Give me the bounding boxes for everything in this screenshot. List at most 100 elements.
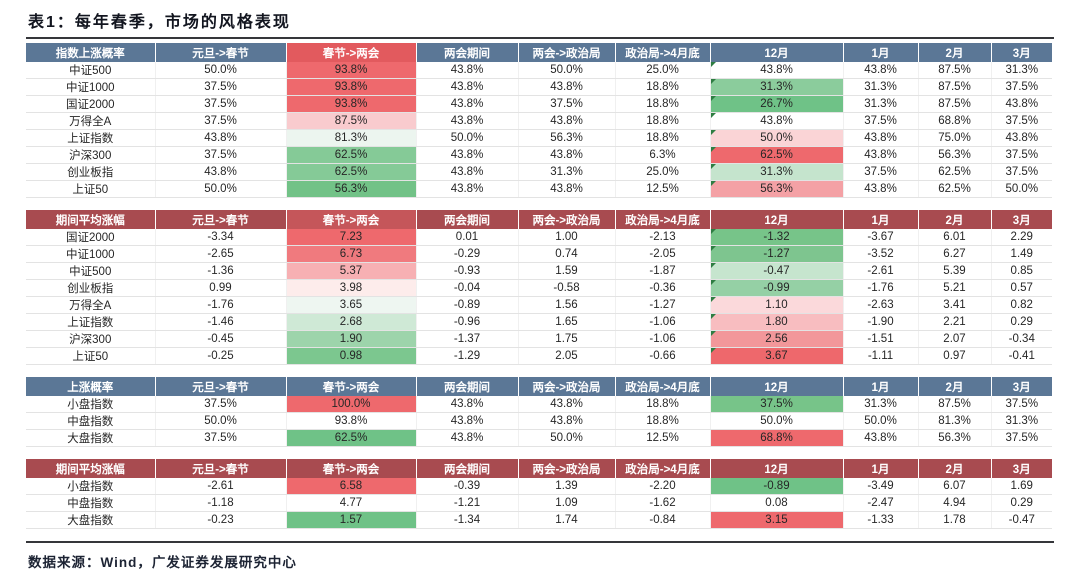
cell: -0.45 [155, 330, 287, 348]
cell: 50.0% [518, 429, 616, 447]
cell: 37.5% [991, 396, 1052, 413]
cell: 43.8% [416, 429, 519, 447]
cell: 50.0% [155, 180, 287, 198]
cell: -0.41 [991, 347, 1052, 365]
cell: 7.23 [286, 229, 417, 246]
row-label: 上证50 [26, 347, 156, 365]
cell: -1.76 [843, 279, 919, 297]
cell: 2.56 [710, 330, 844, 348]
row-label: 中证1000 [26, 245, 156, 263]
column-header: 两会->政治局 [517, 377, 615, 396]
column-header: 两会期间 [415, 459, 518, 478]
cell: 87.5% [286, 112, 417, 130]
cell: 1.78 [918, 511, 992, 529]
column-header: 春节->两会 [285, 43, 416, 62]
table-row: 上证指数 43.8% 81.3% 50.0% 56.3% 18.8% 50.0% 43.8% 7… [26, 129, 1052, 147]
cell: 31.3% [843, 78, 919, 96]
cell: -1.32 [710, 229, 844, 246]
cell: 56.3% [518, 129, 616, 147]
cell: 56.3% [286, 180, 417, 198]
column-header: 1月 [842, 210, 918, 229]
row-label: 上证50 [26, 180, 156, 198]
table-label: 期间平均涨幅 [26, 459, 155, 478]
cell: -0.23 [155, 511, 287, 529]
cell: -0.25 [155, 347, 287, 365]
column-header: 12月 [709, 377, 843, 396]
cell: 1.65 [518, 313, 616, 331]
cell: 43.8% [991, 95, 1052, 113]
cell: 37.5% [155, 112, 287, 130]
column-header: 政治局->4月底 [614, 43, 710, 62]
cell: 18.8% [615, 78, 711, 96]
table-row: 小盘指数 37.5% 100.0% 43.8% 43.8% 18.8% 37.5% 31.3%… [26, 396, 1052, 413]
data-table: 指数上涨概率 元旦->春节 春节->两会 两会期间 两会->政治局 政治局->4月底 12月… [26, 43, 1052, 198]
table-row: 沪深300 -0.45 1.90 -1.37 1.75 -1.06 2.56 -1.51 2.0… [26, 330, 1052, 348]
data-table: 期间平均涨幅 元旦->春节 春节->两会 两会期间 两会->政治局 政治局->4月底 12月… [26, 210, 1052, 365]
column-header: 12月 [709, 210, 843, 229]
cell: 93.8% [286, 62, 417, 79]
cell: -1.06 [615, 313, 711, 331]
table-label: 上涨概率 [26, 377, 155, 396]
cell: 50.0% [155, 412, 287, 430]
column-header: 元旦->春节 [154, 210, 286, 229]
cell: -1.36 [155, 262, 287, 280]
cell: -1.51 [843, 330, 919, 348]
cell: 43.8% [416, 180, 519, 198]
cell: 2.68 [286, 313, 417, 331]
cell: 2.05 [518, 347, 616, 365]
cell: -3.34 [155, 229, 287, 246]
cell: -2.47 [843, 494, 919, 512]
cell: 18.8% [615, 412, 711, 430]
cell: 68.8% [918, 112, 992, 130]
header-row: 上涨概率 元旦->春节 春节->两会 两会期间 两会->政治局 政治局->4月底 12月 1月… [26, 377, 1052, 396]
cell: -0.47 [991, 511, 1052, 529]
cell: 12.5% [615, 429, 711, 447]
cell: 37.5% [155, 429, 287, 447]
cell: -1.90 [843, 313, 919, 331]
cell: 50.0% [518, 62, 616, 79]
cell: -2.61 [155, 478, 287, 495]
cell: 4.94 [918, 494, 992, 512]
row-label: 沪深300 [26, 146, 156, 164]
table-row: 创业板指 0.99 3.98 -0.04 -0.58 -0.36 -0.99 -1.76 5.2… [26, 279, 1052, 297]
cell: 43.8% [710, 112, 844, 130]
row-label: 小盘指数 [26, 396, 156, 413]
row-label: 大盘指数 [26, 429, 156, 447]
cell: -1.76 [155, 296, 287, 314]
cell: 43.8% [155, 129, 287, 147]
column-header: 两会->政治局 [517, 210, 615, 229]
column-header: 2月 [917, 210, 991, 229]
column-header: 3月 [990, 43, 1052, 62]
column-header: 12月 [709, 43, 843, 62]
header-row: 期间平均涨幅 元旦->春节 春节->两会 两会期间 两会->政治局 政治局->4月底 12月… [26, 459, 1052, 478]
cell: 18.8% [615, 396, 711, 413]
cell: -2.65 [155, 245, 287, 263]
cell: 37.5% [710, 396, 844, 413]
cell: 43.8% [416, 146, 519, 164]
cell: 37.5% [155, 146, 287, 164]
column-header: 元旦->春节 [154, 43, 286, 62]
cell: 31.3% [518, 163, 616, 181]
cell: 37.5% [155, 396, 287, 413]
cell: 0.98 [286, 347, 417, 365]
cell: 56.3% [710, 180, 844, 198]
cell: -0.04 [416, 279, 519, 297]
cell: -1.62 [615, 494, 711, 512]
header-row: 期间平均涨幅 元旦->春节 春节->两会 两会期间 两会->政治局 政治局->4月底 12月… [26, 210, 1052, 229]
cell: 3.98 [286, 279, 417, 297]
column-header: 两会期间 [415, 43, 518, 62]
table-row: 中证1000 -2.65 6.73 -0.29 0.74 -2.05 -1.27 -3.52 6… [26, 245, 1052, 263]
row-label: 小盘指数 [26, 478, 156, 495]
row-label: 上证指数 [26, 313, 156, 331]
cell: 0.01 [416, 229, 519, 246]
cell: 43.8% [155, 163, 287, 181]
row-label: 中证1000 [26, 78, 156, 96]
column-header: 政治局->4月底 [614, 210, 710, 229]
table-row: 中盘指数 50.0% 93.8% 43.8% 43.8% 18.8% 50.0% 50.0% 8… [26, 412, 1052, 430]
cell: 5.37 [286, 262, 417, 280]
cell: -3.67 [843, 229, 919, 246]
table-row: 中证1000 37.5% 93.8% 43.8% 43.8% 18.8% 31.3% 31.3… [26, 78, 1052, 96]
table-row: 上证50 -0.25 0.98 -1.29 2.05 -0.66 3.67 -1.11 0.97… [26, 347, 1052, 365]
table-row: 上证指数 -1.46 2.68 -0.96 1.65 -1.06 1.80 -1.90 2.21… [26, 313, 1052, 331]
cell: 1.59 [518, 262, 616, 280]
